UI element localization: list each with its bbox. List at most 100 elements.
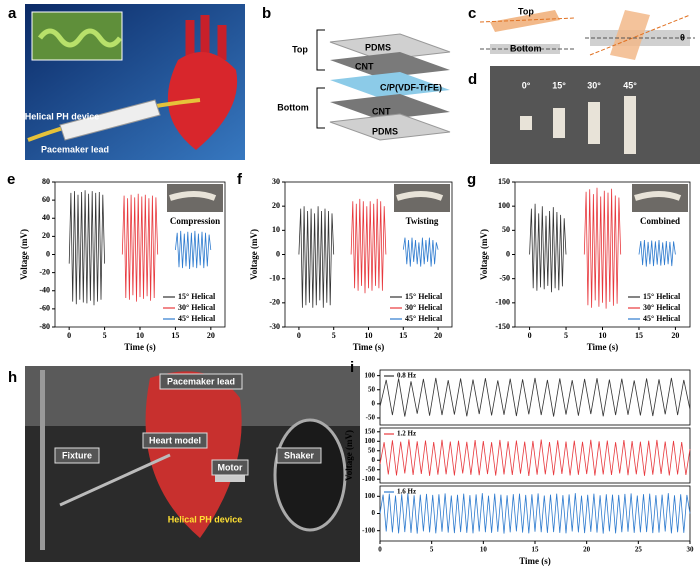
heart xyxy=(167,52,238,150)
helix xyxy=(37,28,123,48)
panel-letter: c xyxy=(468,5,476,22)
x-tick-label: 0 xyxy=(528,331,532,340)
panel-letter: g xyxy=(467,171,476,188)
legend-label: 45° Helical xyxy=(643,314,681,323)
x-axis-label: Time (s) xyxy=(519,556,551,566)
x-tick-label: 20 xyxy=(207,331,215,340)
x-tick-label: 15 xyxy=(532,546,540,554)
label: Motor xyxy=(218,462,243,472)
panel-letter: f xyxy=(237,171,243,188)
x-tick-label: 0 xyxy=(297,331,301,340)
layer-label: CNT xyxy=(355,61,374,71)
angle-label: 15° xyxy=(552,80,566,90)
x-tick-label: 10 xyxy=(480,546,488,554)
y-tick-label: 0 xyxy=(372,509,376,517)
y-tick-label: -100 xyxy=(362,526,375,534)
label: Helical PH device xyxy=(168,514,243,524)
y-tick-label: -100 xyxy=(495,298,510,307)
x-tick-label: 10 xyxy=(136,331,144,340)
y-tick-label: 50 xyxy=(502,225,510,234)
panel-b: b Top Bottom PDMS CNT C/P(VDF-TrFE) CNT … xyxy=(262,5,451,141)
y-tick-label: 60 xyxy=(42,195,50,204)
legend-label: 1.2 Hz xyxy=(397,430,416,438)
panel-h: h Pacemaker lead Heart model Fixture Mot… xyxy=(8,366,360,562)
y-tick-label: 100 xyxy=(365,437,376,445)
y-tick-label: -50 xyxy=(366,414,376,422)
x-axis-label: Time (s) xyxy=(353,342,385,352)
y-tick-label: 0 xyxy=(372,399,376,407)
group-label: Top xyxy=(292,44,308,54)
series-line xyxy=(175,230,212,270)
x-tick-label: 10 xyxy=(365,331,373,340)
x-tick-label: 0 xyxy=(67,331,71,340)
y-tick-label: -50 xyxy=(366,465,376,473)
x-tick-label: 20 xyxy=(434,331,442,340)
legend-label: 30° Helical xyxy=(178,303,216,312)
label: Heart model xyxy=(149,435,201,445)
y-tick-label: -30 xyxy=(269,322,280,331)
panel-d: d 0° 15° 30° 45° xyxy=(468,66,700,164)
y-tick-label: 150 xyxy=(365,427,376,435)
plot-frame xyxy=(379,369,691,426)
panel-letter: d xyxy=(468,71,477,88)
y-tick-label: -60 xyxy=(39,304,50,313)
legend-label: 30° Helical xyxy=(643,303,681,312)
angle-label: 0° xyxy=(522,80,531,90)
inset-strip xyxy=(396,191,444,201)
panel-c: c Top Bottom θ xyxy=(468,5,695,60)
x-tick-label: 20 xyxy=(671,331,679,340)
plot-frame xyxy=(379,427,691,484)
y-tick-label: -20 xyxy=(39,267,50,276)
x-tick-label: 5 xyxy=(430,546,434,554)
y-tick-label: 50 xyxy=(368,385,376,393)
y-tick-label: 0 xyxy=(46,249,50,258)
y-tick-label: -20 xyxy=(269,298,280,307)
series-line xyxy=(379,439,691,477)
label: Bottom xyxy=(510,43,542,53)
h-labels: Pacemaker lead Heart model Fixture Motor… xyxy=(54,373,322,524)
series-line xyxy=(638,239,676,267)
panel-letter: a xyxy=(8,5,17,22)
y-tick-label: 20 xyxy=(42,231,50,240)
y-tick-label: 30 xyxy=(272,177,280,186)
panel-letter: e xyxy=(7,171,15,188)
layer-label: C/P(VDF-TrFE) xyxy=(380,82,442,92)
x-tick-label: 0 xyxy=(378,546,382,554)
y-axis-label: Voltage (mV) xyxy=(19,229,29,280)
y-tick-label: 0 xyxy=(276,249,280,258)
y-axis-label: Voltage (mV) xyxy=(344,430,354,481)
y-tick-label: 80 xyxy=(42,177,50,186)
x-axis-label: Time (s) xyxy=(587,342,619,352)
panel-letter: b xyxy=(262,5,271,22)
angle-label: 45° xyxy=(623,80,637,90)
inset-strip xyxy=(169,191,217,201)
panel-letter: h xyxy=(8,369,17,386)
y-tick-label: -100 xyxy=(362,475,375,483)
label: Pacemaker lead xyxy=(41,144,109,154)
series-line xyxy=(379,493,691,534)
legend-label: 15° Helical xyxy=(643,292,681,301)
panel-a: a Helical PH device Pacemaker lead xyxy=(8,4,245,160)
legend-label: 15° Helical xyxy=(405,292,443,301)
layer-label: CNT xyxy=(372,106,391,116)
inset-strip xyxy=(634,191,682,201)
series-line xyxy=(350,198,387,294)
y-tick-label: 50 xyxy=(368,446,376,454)
angle-label: 30° xyxy=(587,80,601,90)
x-tick-label: 15 xyxy=(399,331,407,340)
x-tick-label: 10 xyxy=(599,331,607,340)
y-tick-label: 100 xyxy=(365,492,376,500)
y-tick-label: 10 xyxy=(272,225,280,234)
legend-label: 45° Helical xyxy=(178,314,216,323)
x-tick-label: 15 xyxy=(635,331,643,340)
y-tick-label: 40 xyxy=(42,213,50,222)
y-axis-label: Voltage (mV) xyxy=(479,229,489,280)
x-tick-label: 15 xyxy=(171,331,179,340)
series-line xyxy=(402,237,439,267)
annotation: Combined xyxy=(640,216,680,226)
y-tick-label: -40 xyxy=(39,286,50,295)
layer-label: PDMS xyxy=(372,126,398,136)
x-tick-label: 5 xyxy=(332,331,336,340)
y-tick-label: 100 xyxy=(498,201,510,210)
